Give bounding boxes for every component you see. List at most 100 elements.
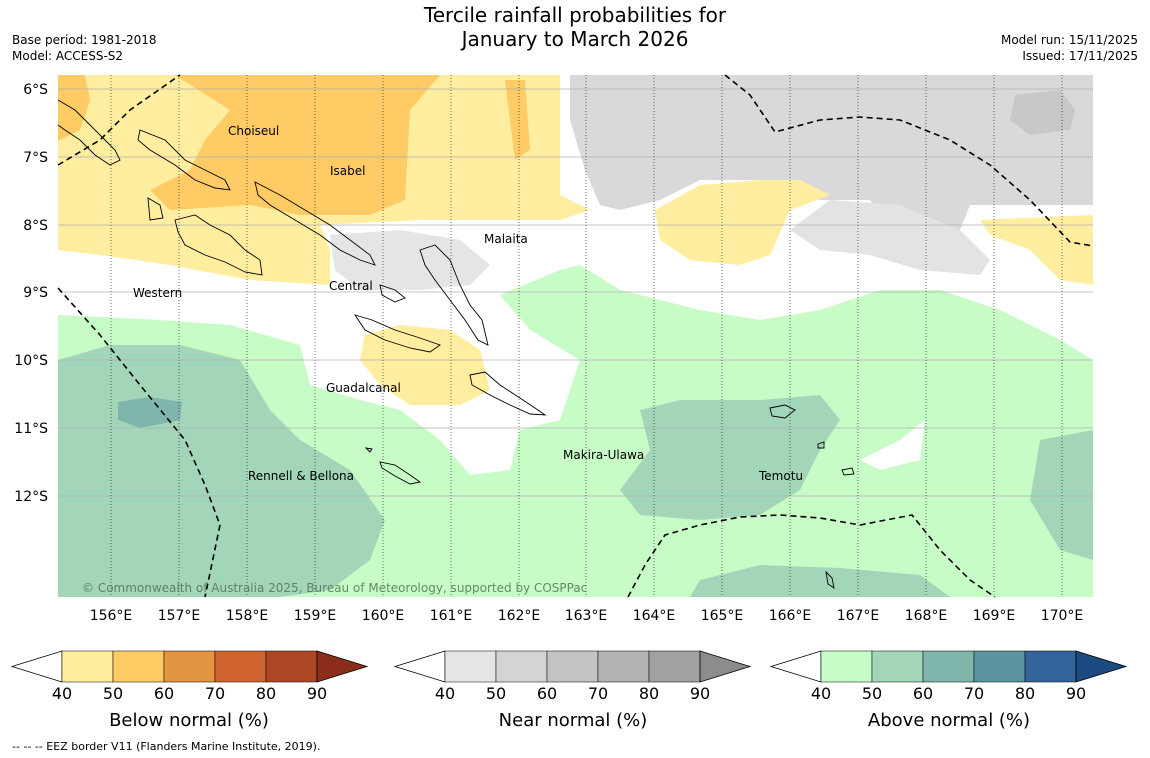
place-label-central: Central — [329, 279, 373, 293]
colorbar-below-normal: 40 50 60 70 80 90 — [10, 650, 369, 703]
colorbar-segment — [597, 650, 650, 683]
lon-label: 168°E — [905, 608, 948, 624]
colorbar-tick-label: 80 — [1015, 684, 1035, 703]
below-normal-orange-1 — [150, 75, 440, 215]
temotu-islet-1 — [817, 441, 825, 449]
place-labels: Choiseul Isabel Malaita Western Central … — [133, 124, 803, 483]
latitude-gridlines — [58, 88, 1093, 497]
above-normal-teal-sw — [58, 565, 95, 597]
place-label-choiseul: Choiseul — [228, 124, 279, 138]
colorbar-tick-label: 40 — [435, 684, 455, 703]
colorbar-tick-label: 80 — [639, 684, 659, 703]
lat-label: 9°S — [23, 285, 48, 301]
colorbar-tick-label: 40 — [811, 684, 831, 703]
colorbar-tick-label: 50 — [862, 684, 882, 703]
colorbar-segment — [214, 650, 267, 683]
map-copyright: © Commonwealth of Australia 2025, Bureau… — [82, 581, 587, 595]
western-islets — [147, 197, 164, 221]
colorbar-label-below: Below normal (%) — [109, 710, 269, 731]
colorbar-tick-label: 60 — [154, 684, 174, 703]
colorbar-near-normal: 40 50 60 70 80 90 — [393, 650, 752, 703]
colorbar-extend-low — [10, 650, 63, 683]
colorbar-tick-label: 50 — [486, 684, 506, 703]
lat-label: 6°S — [23, 82, 48, 98]
colorbar-tick-label: 90 — [307, 684, 327, 703]
colorbar-segment — [444, 650, 497, 683]
bougainville-island — [57, 99, 121, 166]
colorbar-extend-low — [393, 650, 446, 683]
below-normal-orange-3 — [505, 80, 530, 160]
colorbar-extend-high — [1075, 650, 1128, 683]
lon-label: 158°E — [226, 608, 269, 624]
colorbar-segment — [61, 650, 114, 683]
below-normal-guadalcanal — [360, 325, 490, 405]
near-normal-central — [330, 230, 490, 290]
title-line-2: January to March 2026 — [461, 27, 689, 51]
temotu-islet-2 — [841, 467, 855, 476]
colorbar-tick-label: 70 — [588, 684, 608, 703]
colorbar-segment — [163, 650, 216, 683]
below-normal-east — [655, 180, 830, 265]
colorbar-segment — [1024, 650, 1077, 683]
new-georgia-group — [174, 214, 263, 276]
below-normal-far-east — [980, 215, 1093, 285]
above-normal-teal-far-east — [1030, 430, 1093, 560]
central-islands — [379, 284, 406, 303]
near-normal-darker — [1010, 90, 1075, 135]
colorbar-segment — [648, 650, 701, 683]
near-normal-region-2 — [790, 200, 990, 275]
place-label-temotu: Temotu — [758, 469, 803, 483]
colorbar-tick-label: 90 — [690, 684, 710, 703]
near-normal-region — [570, 75, 1093, 230]
model-run: Model run: 15/11/2025 — [1000, 33, 1138, 47]
rennell-island — [379, 461, 422, 485]
colorbar-tick-label: 50 — [103, 684, 123, 703]
lat-label: 10°S — [14, 353, 48, 369]
makira-island — [469, 371, 547, 416]
lon-label: 157°E — [158, 608, 201, 624]
title-line-1: Tercile rainfall probabilities for — [423, 3, 727, 27]
base-period: Base period: 1981-2018 — [12, 33, 157, 47]
malaita-island — [419, 244, 489, 346]
place-label-isabel: Isabel — [330, 164, 365, 178]
lon-label: 161°E — [430, 608, 473, 624]
coastlines — [57, 99, 855, 589]
colorbar-tick-label: 60 — [913, 684, 933, 703]
lon-label: 160°E — [362, 608, 405, 624]
colorbar-tick-label: 70 — [205, 684, 225, 703]
eez-borders — [57, 74, 1094, 598]
model-name: Model: ACCESS-S2 — [12, 49, 124, 63]
longitude-labels: 156°E 157°E 158°E 159°E 160°E 161°E 162°… — [90, 608, 1084, 624]
meta-left: Base period: 1981-2018 Model: ACCESS-S2 — [12, 32, 157, 64]
colorbar-tick-label: 40 — [52, 684, 72, 703]
southern-islet — [825, 570, 835, 589]
colorbar-segment — [922, 650, 975, 683]
colorbar-segment — [495, 650, 548, 683]
bellona-island — [364, 447, 373, 453]
place-label-western: Western — [133, 286, 182, 300]
isabel-island — [254, 181, 376, 266]
place-label-makira-ulawa: Makira-Ulawa — [563, 448, 644, 462]
colorbar-segment — [820, 650, 873, 683]
chart-title: Tercile rainfall probabilities for Janua… — [0, 3, 1150, 51]
meta-right: Model run: 15/11/2025 Issued: 17/11/2025 — [1001, 32, 1138, 64]
colorbar-segment — [112, 650, 165, 683]
lat-label: 12°S — [14, 489, 48, 505]
probability-shading — [58, 75, 1093, 597]
santa-cruz-island — [769, 404, 796, 419]
lon-label: 166°E — [769, 608, 812, 624]
colorbar-segment — [871, 650, 924, 683]
colorbar-tick-label: 80 — [256, 684, 276, 703]
colorbar-extend-low — [769, 650, 822, 683]
lon-label: 159°E — [294, 608, 337, 624]
colorbar-segment — [973, 650, 1026, 683]
lon-label: 169°E — [973, 608, 1016, 624]
lon-label: 164°E — [633, 608, 676, 624]
colorbar-above-normal: 40 50 60 70 80 90 — [769, 650, 1128, 703]
eez-footnote: -- -- -- EEZ border V11 (Flanders Marine… — [12, 740, 321, 753]
above-normal-dark-teal — [118, 397, 182, 428]
colorbar-segment — [546, 650, 599, 683]
lon-label: 165°E — [701, 608, 744, 624]
issued-date: Issued: 17/11/2025 — [1022, 49, 1138, 63]
latitude-labels: 6°S 7°S 8°S 9°S 10°S 11°S 12°S — [14, 82, 48, 505]
